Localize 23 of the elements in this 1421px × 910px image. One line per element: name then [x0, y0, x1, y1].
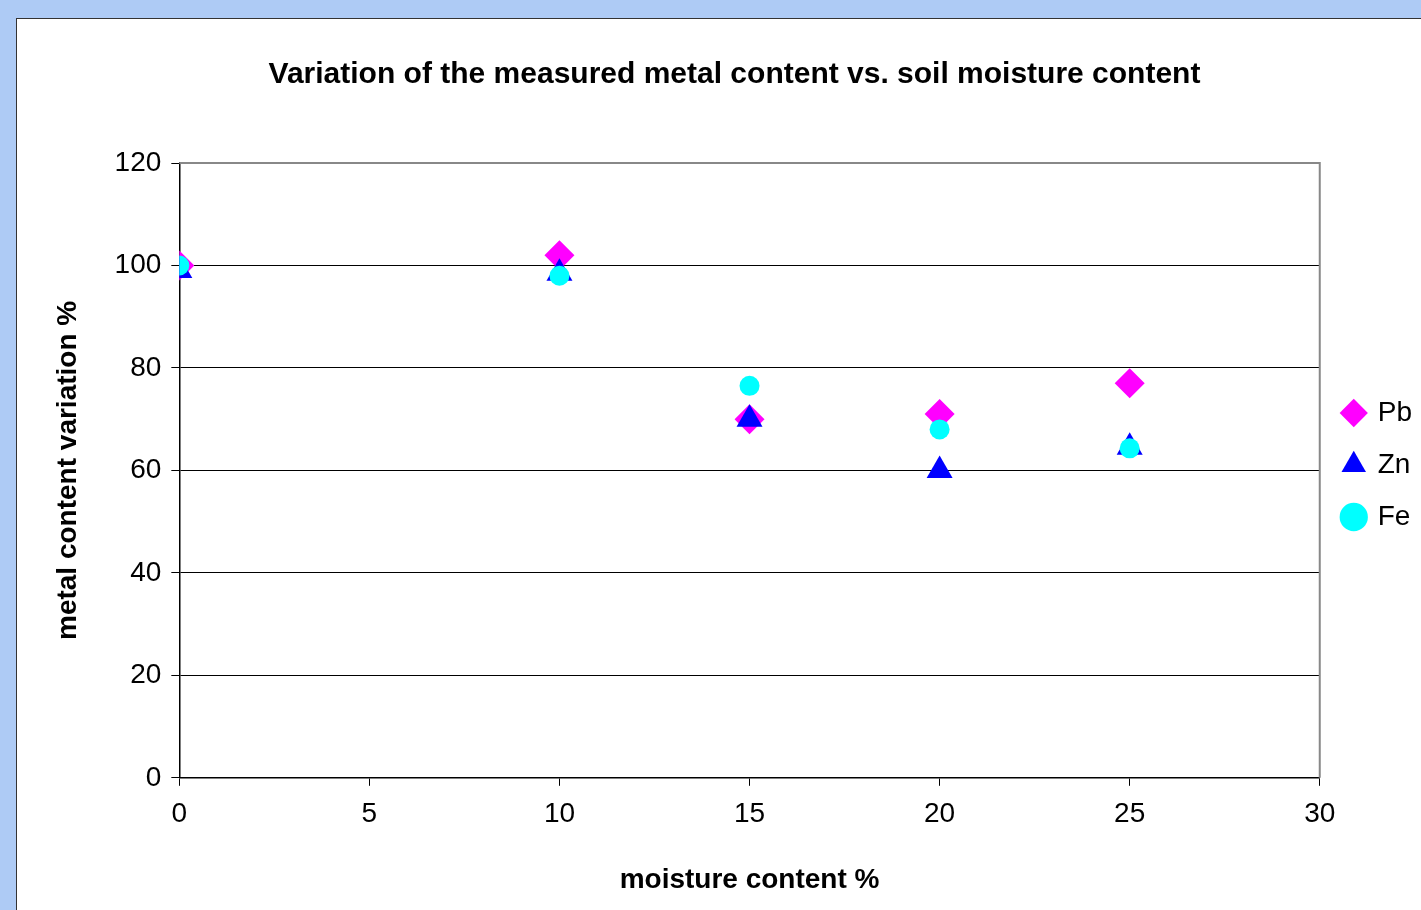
y-tick-label: 120 — [114, 145, 162, 177]
x-tick-label: 10 — [543, 797, 576, 829]
x-tick-label: 30 — [1304, 797, 1336, 829]
point — [929, 419, 950, 440]
x-tick-label: 0 — [171, 797, 188, 829]
y-tick-label: 60 — [130, 453, 162, 485]
y-tick-label: 100 — [114, 248, 162, 280]
y-axis-title: metal content variation % — [50, 300, 82, 640]
x-tick-label: 25 — [1114, 797, 1146, 829]
legend-label: Fe — [1377, 499, 1411, 531]
x-axis-title: moisture content % — [619, 862, 880, 894]
legend-label: Zn — [1377, 447, 1411, 479]
point — [739, 375, 760, 396]
y-tick-label: 80 — [130, 350, 162, 382]
x-tick-label: 20 — [924, 797, 956, 829]
legend-label: Pb — [1377, 395, 1412, 427]
x-tick-label: 5 — [361, 797, 378, 829]
chart-title: Variation of the measured metal content vs. soil moisture content — [268, 56, 1201, 90]
y-tick-label: 40 — [130, 555, 162, 587]
y-tick-label: 20 — [130, 658, 162, 690]
y-tick-label: 0 — [145, 760, 162, 792]
point — [1114, 368, 1145, 399]
x-tick-label: 15 — [733, 797, 766, 829]
